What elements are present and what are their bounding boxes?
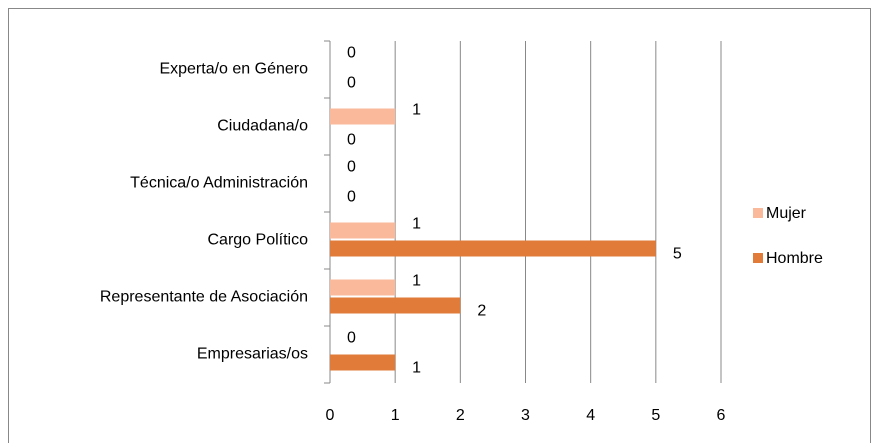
x-tick-label: 4 bbox=[586, 407, 595, 424]
y-tick-label: Cargo Político bbox=[208, 232, 309, 249]
x-tick-label: 6 bbox=[717, 407, 726, 424]
y-tick-label: Ciudadana/o bbox=[217, 118, 308, 135]
x-tick-label: 2 bbox=[456, 407, 465, 424]
data-label: 1 bbox=[412, 360, 421, 377]
data-label: 1 bbox=[412, 216, 421, 233]
y-tick-label: Empresarias/os bbox=[197, 346, 308, 363]
x-tick-label: 3 bbox=[521, 407, 530, 424]
y-tick-label: Representante de Asociación bbox=[100, 289, 308, 306]
data-label: 1 bbox=[412, 273, 421, 290]
x-tick-label: 5 bbox=[651, 407, 660, 424]
bar bbox=[330, 297, 461, 314]
legend-swatch bbox=[753, 253, 763, 263]
bar bbox=[330, 108, 396, 125]
data-label: 0 bbox=[347, 75, 356, 92]
y-tick-label: Técnica/o Administración bbox=[130, 175, 308, 192]
data-label: 5 bbox=[673, 246, 682, 263]
y-tick-label: Experta/o en Género bbox=[159, 61, 308, 78]
data-label: 0 bbox=[347, 132, 356, 149]
data-label: 0 bbox=[347, 45, 356, 62]
bar bbox=[330, 279, 396, 296]
x-tick-label: 1 bbox=[391, 407, 400, 424]
data-label: 1 bbox=[412, 102, 421, 119]
chart-frame bbox=[8, 8, 871, 443]
data-label: 0 bbox=[347, 189, 356, 206]
legend-label: Mujer bbox=[766, 205, 807, 222]
legend-swatch bbox=[753, 208, 763, 218]
bar bbox=[330, 222, 396, 239]
data-label: 0 bbox=[347, 159, 356, 176]
bar bbox=[330, 240, 656, 257]
data-label: 0 bbox=[347, 330, 356, 347]
bar bbox=[330, 354, 396, 371]
x-tick-label: 0 bbox=[326, 407, 335, 424]
data-label: 2 bbox=[477, 303, 486, 320]
legend-label: Hombre bbox=[766, 250, 823, 267]
